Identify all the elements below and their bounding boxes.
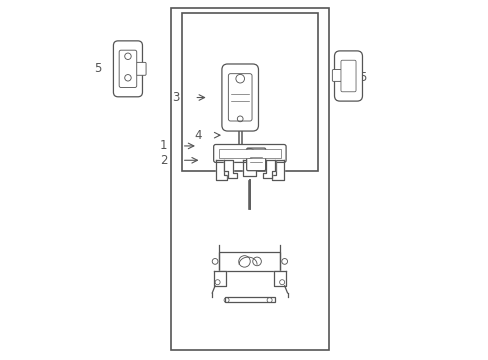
FancyBboxPatch shape <box>334 51 362 101</box>
Polygon shape <box>272 160 284 180</box>
Text: 5: 5 <box>94 62 101 75</box>
Text: 2: 2 <box>160 154 167 167</box>
FancyBboxPatch shape <box>113 41 142 97</box>
Bar <box>182 13 317 171</box>
Text: 4: 4 <box>194 129 201 142</box>
FancyBboxPatch shape <box>340 60 355 92</box>
Bar <box>219 252 280 271</box>
FancyBboxPatch shape <box>332 69 341 81</box>
FancyBboxPatch shape <box>246 148 265 171</box>
Polygon shape <box>262 160 275 178</box>
FancyBboxPatch shape <box>222 64 258 131</box>
Bar <box>171 8 328 350</box>
Text: 3: 3 <box>172 91 180 104</box>
FancyBboxPatch shape <box>136 62 146 75</box>
Text: 1: 1 <box>160 139 167 152</box>
Polygon shape <box>215 160 227 180</box>
Polygon shape <box>243 160 256 176</box>
Text: 5: 5 <box>359 71 366 84</box>
Bar <box>224 297 274 302</box>
Polygon shape <box>224 160 237 178</box>
Polygon shape <box>273 271 285 286</box>
Bar <box>218 149 281 158</box>
FancyBboxPatch shape <box>119 50 137 87</box>
FancyBboxPatch shape <box>228 74 251 121</box>
FancyBboxPatch shape <box>213 144 285 162</box>
Polygon shape <box>214 271 225 286</box>
